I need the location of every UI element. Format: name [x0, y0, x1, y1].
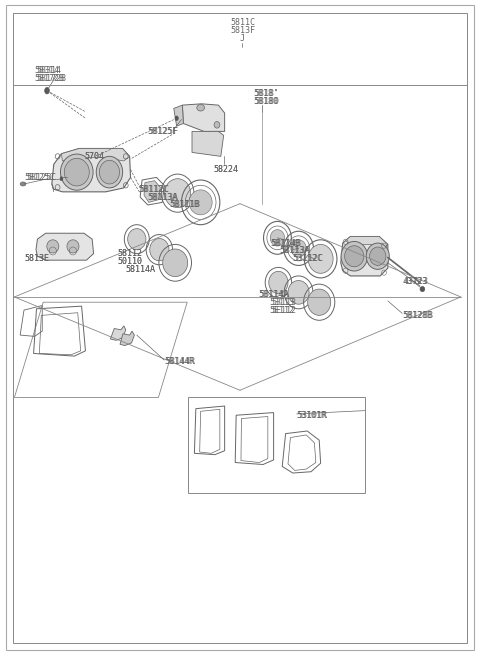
Text: 58125C: 58125C — [24, 173, 54, 182]
Polygon shape — [120, 331, 134, 346]
Polygon shape — [36, 233, 94, 260]
Text: 58172B: 58172B — [35, 74, 64, 83]
Polygon shape — [61, 148, 130, 161]
Ellipse shape — [96, 156, 123, 188]
Ellipse shape — [370, 247, 386, 265]
Text: 5813E: 5813E — [24, 254, 49, 263]
Text: 58224: 58224 — [214, 165, 239, 174]
Text: 53101R: 53101R — [298, 411, 327, 420]
Text: 5811C: 5811C — [230, 18, 255, 27]
Ellipse shape — [20, 182, 26, 186]
Text: 58224: 58224 — [214, 165, 239, 174]
Ellipse shape — [47, 240, 59, 253]
Ellipse shape — [341, 242, 368, 271]
Text: 58125C: 58125C — [26, 173, 57, 182]
Text: 58112: 58112 — [118, 249, 143, 258]
Text: 5E112: 5E112 — [270, 306, 295, 315]
Text: 5818': 5818' — [253, 89, 278, 99]
Text: 58112: 58112 — [118, 249, 143, 258]
Ellipse shape — [175, 116, 179, 121]
Text: 5704: 5704 — [84, 152, 104, 161]
Text: 5704: 5704 — [84, 152, 104, 161]
Ellipse shape — [64, 158, 89, 186]
Ellipse shape — [128, 229, 146, 250]
Ellipse shape — [366, 243, 389, 269]
Text: 53112C: 53112C — [293, 254, 323, 263]
Polygon shape — [182, 104, 225, 131]
Ellipse shape — [197, 104, 204, 111]
Ellipse shape — [420, 286, 425, 292]
Text: 58112C: 58112C — [139, 185, 169, 194]
Text: 5813E: 5813E — [24, 254, 49, 263]
Text: 58114B: 58114B — [271, 238, 301, 248]
Text: 58314: 58314 — [35, 66, 60, 75]
Text: 58128B: 58128B — [403, 311, 433, 320]
Text: 43723: 43723 — [402, 277, 427, 286]
Text: 5813F: 5813F — [230, 26, 255, 35]
Text: 58144R: 58144R — [164, 357, 194, 366]
Ellipse shape — [60, 177, 63, 181]
Text: 58114A: 58114A — [258, 290, 288, 299]
Text: 58114A: 58114A — [126, 265, 156, 274]
Ellipse shape — [214, 122, 220, 128]
Ellipse shape — [165, 179, 191, 208]
Text: 58114A: 58114A — [259, 290, 289, 299]
Text: 50110: 50110 — [118, 257, 143, 266]
Ellipse shape — [345, 246, 364, 267]
Ellipse shape — [99, 160, 120, 184]
Ellipse shape — [269, 271, 288, 294]
Ellipse shape — [270, 230, 285, 246]
Polygon shape — [341, 237, 388, 276]
Ellipse shape — [308, 244, 333, 273]
Polygon shape — [174, 105, 183, 126]
Text: 58113A: 58113A — [281, 246, 311, 256]
Ellipse shape — [45, 87, 49, 94]
Text: 58180: 58180 — [254, 97, 279, 106]
Ellipse shape — [291, 240, 306, 257]
Text: 58128B: 58128B — [402, 311, 432, 320]
Polygon shape — [144, 181, 160, 202]
Text: 53112C: 53112C — [294, 254, 324, 263]
Ellipse shape — [163, 249, 188, 277]
Text: 53113: 53113 — [271, 298, 296, 307]
Text: 43723: 43723 — [403, 277, 428, 286]
Text: 58180: 58180 — [253, 97, 278, 106]
Text: 58144R: 58144R — [166, 357, 196, 366]
Text: J: J — [240, 34, 245, 43]
Text: 5E112: 5E112 — [271, 306, 296, 315]
Text: 58113A: 58113A — [280, 246, 310, 256]
Ellipse shape — [60, 154, 93, 191]
Text: 53101R: 53101R — [297, 411, 326, 420]
Text: 58113A: 58113A — [148, 193, 178, 202]
Ellipse shape — [288, 281, 309, 304]
Text: 5818': 5818' — [254, 89, 279, 99]
Text: 50110: 50110 — [118, 257, 143, 266]
Polygon shape — [346, 237, 388, 248]
Polygon shape — [52, 148, 131, 192]
Text: 58114B: 58114B — [270, 238, 300, 248]
Ellipse shape — [189, 190, 212, 215]
Text: 58125F: 58125F — [149, 127, 179, 136]
Text: 58125F: 58125F — [148, 127, 178, 136]
Polygon shape — [110, 326, 126, 340]
Text: 58314: 58314 — [36, 66, 61, 75]
Text: 58172B: 58172B — [36, 74, 66, 83]
Ellipse shape — [308, 289, 331, 315]
Ellipse shape — [150, 238, 169, 261]
Text: 58112C: 58112C — [138, 185, 168, 194]
Text: 53113: 53113 — [270, 298, 295, 307]
Text: 58113A: 58113A — [149, 193, 179, 202]
Text: 58114A: 58114A — [126, 265, 156, 274]
Polygon shape — [192, 131, 224, 156]
Ellipse shape — [67, 240, 79, 253]
Text: 58111B: 58111B — [169, 200, 199, 210]
Text: 58111B: 58111B — [170, 200, 200, 210]
